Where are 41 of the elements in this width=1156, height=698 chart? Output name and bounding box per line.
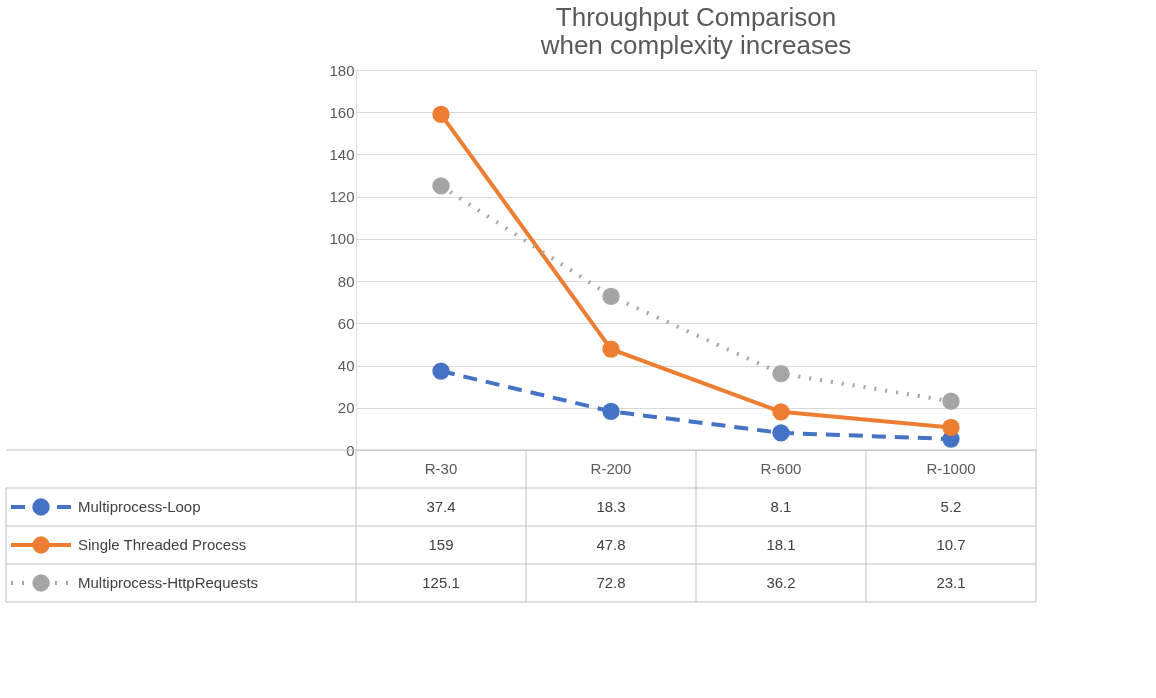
point [432, 362, 450, 380]
y-tick-label: 120 [329, 188, 355, 206]
y-tick-label: 20 [337, 399, 355, 417]
data-label: 10.7 [936, 536, 966, 553]
data-label: 37.4 [426, 498, 456, 515]
y-tick-label: 60 [337, 314, 355, 332]
legend-label: Multiprocess-Loop [78, 498, 201, 515]
data-label: 159 [428, 536, 454, 553]
point [602, 340, 620, 358]
data-label: 8.1 [770, 498, 792, 515]
x-tick-label: R-30 [424, 460, 458, 477]
x-tick-label: R-200 [590, 460, 632, 477]
point [602, 287, 620, 305]
data-label: 47.8 [596, 536, 626, 553]
point [772, 364, 790, 383]
point [772, 424, 790, 442]
point [432, 177, 450, 195]
y-tick-label: 160 [329, 103, 355, 121]
legend-label: Single Threaded Process [78, 536, 247, 553]
data-label: 5.2 [940, 498, 962, 515]
y-tick-label: 140 [329, 145, 355, 163]
data-label: 36.2 [766, 574, 796, 591]
y-tick-label: 0 [346, 441, 355, 459]
data-label: 72.8 [596, 574, 626, 591]
legend-label: Multiprocess-HttpRequests [78, 574, 259, 591]
y-tick-label: 40 [337, 357, 355, 375]
y-tick-label: 80 [337, 272, 355, 290]
x-tick-label: R-1000 [926, 460, 976, 477]
y-tick-label: 180 [329, 61, 355, 79]
data-label: 23.1 [936, 574, 966, 591]
point [772, 403, 790, 421]
y-tick-label: 100 [329, 230, 355, 248]
point [432, 105, 450, 123]
data-label: 125.1 [422, 574, 460, 591]
data-label: 18.3 [596, 498, 626, 515]
x-tick-label: R-600 [760, 460, 802, 477]
data-label: 18.1 [766, 536, 796, 553]
point [942, 418, 960, 437]
point [602, 402, 620, 421]
chart-title: Throughput Comparison when complexity increases [539, 2, 852, 60]
point [942, 392, 960, 410]
